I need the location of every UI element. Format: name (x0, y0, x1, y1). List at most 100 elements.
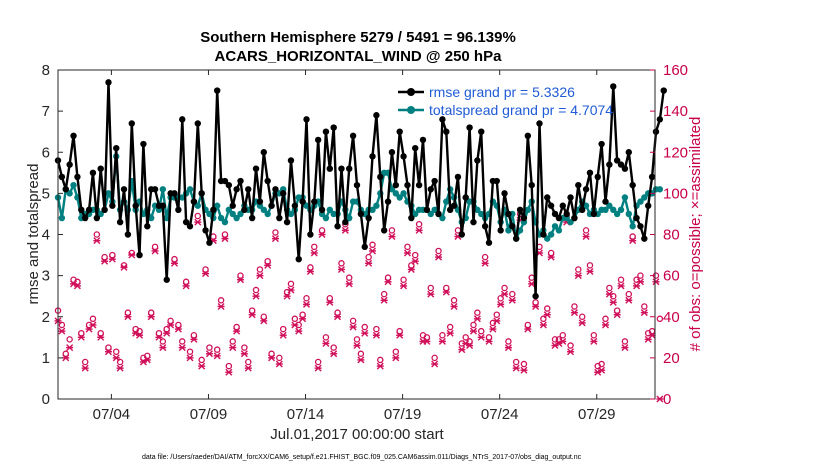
obs-assimilated-point (178, 344, 186, 352)
obs-assimilated-point (116, 364, 124, 372)
obs-possible-point (528, 274, 535, 281)
obs-possible-point (497, 294, 504, 302)
obs-assimilated-point (423, 337, 431, 345)
obs-possible-point (520, 360, 528, 368)
obs-assimilated-point (489, 325, 497, 333)
rmse-point (509, 223, 516, 230)
obs-possible-point (217, 297, 225, 304)
rmse-point (159, 202, 167, 209)
obs-assimilated-point (202, 270, 210, 278)
obs-assimilated-point (271, 235, 279, 243)
obs-possible-point (198, 356, 205, 364)
rmse-point (144, 223, 151, 230)
obs-assimilated-point (629, 237, 637, 245)
obs-possible-point (105, 344, 112, 351)
x-tick-label: 07/19 (384, 406, 422, 423)
obs-assimilated-point (229, 344, 237, 352)
obs-possible-point (408, 262, 415, 269)
obs-assimilated-point (372, 331, 380, 339)
rmse-point (617, 161, 625, 168)
obs-possible-point (124, 309, 132, 316)
obs-assimilated-point (252, 292, 260, 300)
obs-possible-point (112, 348, 120, 355)
rmse-point (578, 206, 586, 214)
totalspread-point (97, 210, 104, 218)
rmse-point (311, 198, 318, 205)
rmse-point (140, 140, 147, 148)
obs-assimilated-point (104, 348, 112, 356)
obs-assimilated-point (427, 290, 435, 298)
obs-possible-point (590, 332, 598, 339)
obs-assimilated-point (609, 298, 617, 306)
y-tick-label: 7 (42, 103, 50, 120)
rmse-point (629, 181, 636, 189)
rmse-point (575, 181, 582, 189)
totalspread-point (303, 202, 310, 209)
obs-possible-point (443, 284, 450, 292)
rmse-point (621, 165, 629, 172)
obs-possible-point (179, 338, 186, 345)
rmse-point (186, 223, 194, 230)
obs-possible-point (450, 297, 458, 304)
obs-assimilated-point (636, 278, 644, 286)
obs-assimilated-point (279, 331, 287, 339)
rmse-point (241, 206, 248, 214)
obs-assimilated-point (466, 342, 474, 350)
totalspread-point (229, 210, 236, 218)
rmse-point (423, 206, 431, 214)
obs-possible-point (307, 264, 314, 271)
rmse-point (466, 124, 473, 131)
y-right-tick-label: 160 (663, 62, 688, 79)
obs-assimilated-point (81, 364, 89, 372)
totalspread-point (544, 235, 551, 242)
obs-possible-point (578, 313, 586, 320)
rmse-point (206, 239, 213, 246)
obs-possible-point (175, 321, 182, 329)
totalspread-point (159, 186, 167, 193)
rmse-point (427, 186, 434, 193)
rmse-point (221, 177, 229, 185)
rmse-point (602, 198, 609, 205)
obs-possible-point (186, 348, 194, 355)
obs-possible-point (167, 317, 174, 325)
obs-possible-point (602, 315, 609, 323)
obs-possible-point (361, 323, 369, 331)
obs-assimilated-point (221, 235, 229, 243)
totalspread-point (373, 202, 380, 209)
obs-assimilated-point (485, 337, 493, 345)
y-right-tick-label: 40 (663, 309, 680, 326)
rmse-point (58, 173, 66, 181)
obs-possible-point (365, 253, 372, 261)
obs-assimilated-point (532, 302, 540, 310)
rmse-point (633, 214, 640, 222)
totalspread-point (629, 223, 636, 230)
rmse-point (450, 202, 458, 209)
obs-assimilated-point (504, 344, 512, 352)
rmse-point (272, 186, 279, 193)
obs-assimilated-point (613, 311, 621, 319)
obs-possible-point (505, 338, 512, 345)
obs-assimilated-point (369, 247, 377, 255)
rmse-point (625, 149, 632, 156)
rmse-point (202, 227, 209, 234)
obs-assimilated-point (159, 344, 167, 352)
obs-assimilated-point (586, 268, 594, 276)
rmse-point (338, 165, 345, 172)
obs-assimilated-point (287, 286, 295, 294)
obs-assimilated-point (435, 253, 443, 261)
x-tick-label: 07/24 (481, 406, 519, 423)
y-tick-label: 6 (42, 144, 50, 161)
rmse-point (516, 206, 524, 214)
obs-possible-point (97, 329, 104, 337)
totalspread-point (58, 214, 66, 222)
rmse-point (179, 116, 186, 123)
obs-assimilated-point (330, 350, 338, 358)
rmse-point (439, 116, 446, 123)
y-right-tick-label: 20 (663, 350, 680, 367)
obs-possible-point (78, 329, 85, 337)
obs-possible-point (349, 317, 357, 325)
rmse-point (299, 198, 306, 205)
obs-possible-point (58, 321, 66, 329)
obs-assimilated-point (349, 323, 357, 331)
obs-possible-point (485, 334, 493, 341)
